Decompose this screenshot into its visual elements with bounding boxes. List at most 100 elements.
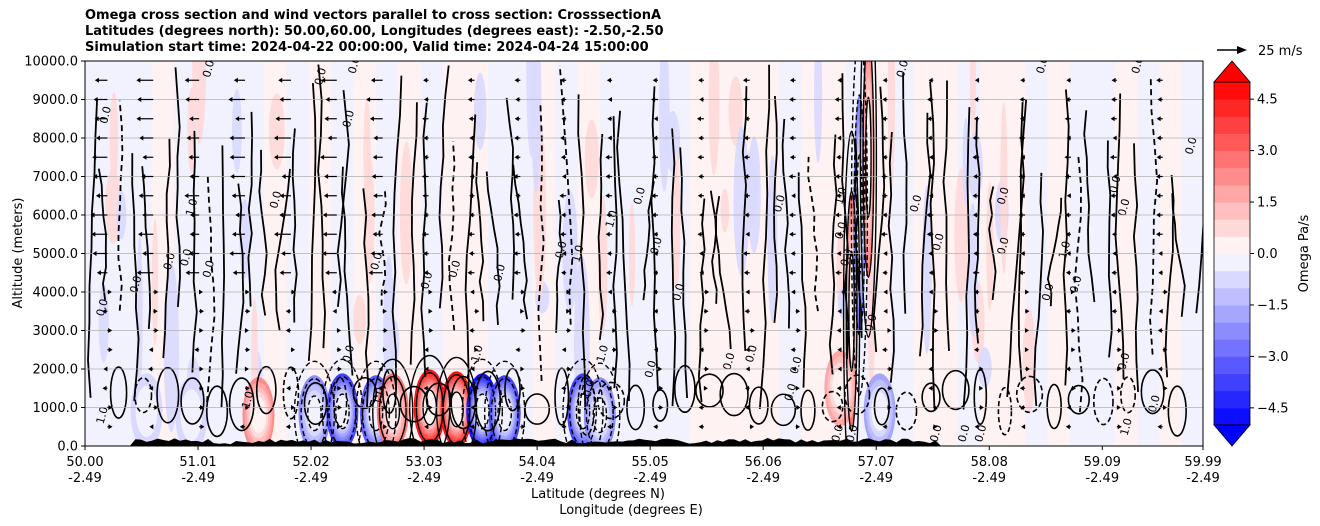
x-tick-label-lon: -2.49 bbox=[633, 471, 667, 486]
wind-vector-head bbox=[836, 251, 841, 256]
wind-vector-head bbox=[189, 212, 194, 218]
wind-vector-head bbox=[371, 212, 376, 218]
omega-feature-level bbox=[250, 396, 267, 434]
wind-vector-head bbox=[1020, 154, 1025, 160]
wind-vector-head bbox=[974, 77, 979, 83]
wind-vector-head bbox=[189, 231, 194, 237]
wind-vector-head bbox=[1112, 231, 1117, 237]
wind-vector-head bbox=[279, 212, 284, 218]
contour-label: 0.0 bbox=[743, 344, 760, 364]
colorbar-tick-label: 4.5 bbox=[1257, 93, 1278, 108]
grid-lines bbox=[85, 99, 1203, 408]
wind-vector-head bbox=[882, 77, 887, 83]
contour-label-group: 0.0 bbox=[995, 236, 1012, 256]
omega-streak bbox=[969, 61, 977, 139]
contour-loop bbox=[1167, 385, 1187, 437]
contour-line bbox=[942, 80, 950, 351]
wind-vector-head bbox=[1158, 270, 1163, 276]
wind-vector-head bbox=[428, 405, 433, 410]
wind-vector-head bbox=[929, 193, 934, 199]
wind-vector-head bbox=[337, 385, 342, 391]
contour-label: 0.0 bbox=[1034, 55, 1051, 75]
quiver-key-arrow-head bbox=[1237, 46, 1247, 54]
contour-ring bbox=[562, 358, 604, 446]
contour-label: 0.0 bbox=[955, 423, 972, 443]
wind-vector-head bbox=[324, 116, 329, 122]
contour-label-group: 0.0 bbox=[346, 61, 363, 75]
contour-label-group: 0.0 bbox=[200, 61, 217, 79]
contour-line bbox=[697, 198, 706, 403]
contour-line bbox=[1149, 76, 1159, 355]
wind-vector-head bbox=[372, 154, 377, 160]
chart-title-line-2: Latitudes (degrees north): 50.00,60.00, … bbox=[85, 24, 664, 39]
wind-vector-head bbox=[102, 385, 107, 391]
wind-vector-head bbox=[154, 405, 159, 410]
wind-vector-head bbox=[658, 366, 663, 372]
contour-label-group: 0.0 bbox=[1115, 351, 1132, 371]
contour-label-group: 0.0 bbox=[838, 247, 855, 267]
contour-label-group: 0.0 bbox=[720, 351, 737, 371]
wind-vector-head bbox=[796, 424, 801, 430]
wind-vector-head bbox=[136, 77, 141, 83]
omega-streak bbox=[887, 61, 896, 190]
wind-vector-head bbox=[514, 135, 519, 141]
wind-vector-head bbox=[653, 424, 658, 430]
wind-vector-head bbox=[653, 270, 658, 276]
wind-vector-head bbox=[612, 366, 617, 372]
wind-vector-head bbox=[790, 347, 795, 353]
x-tick-label-lat: 53.03 bbox=[405, 455, 442, 470]
wind-vector-head bbox=[974, 328, 979, 333]
omega-feature-level bbox=[871, 391, 888, 431]
wind-vector-head bbox=[883, 308, 888, 314]
wind-vector-head bbox=[934, 308, 939, 314]
contour-label: 0.0 bbox=[94, 297, 111, 317]
wind-vector-head bbox=[882, 212, 887, 218]
wind-vector-head bbox=[606, 212, 611, 218]
contour-label: 0.0 bbox=[782, 382, 799, 402]
contour-loop bbox=[719, 372, 749, 417]
wind-vector-head bbox=[428, 308, 433, 314]
omega-streak bbox=[728, 76, 743, 146]
contour-label: 0.0 bbox=[581, 378, 598, 398]
wind-vector-head bbox=[1024, 347, 1029, 353]
contour-line bbox=[597, 133, 604, 341]
wind-vector-head bbox=[883, 289, 888, 295]
wind-vector-head bbox=[703, 385, 708, 391]
colorbar-segment bbox=[1214, 373, 1250, 392]
contour-line bbox=[670, 128, 677, 407]
contour-line bbox=[362, 188, 370, 408]
wind-vector-head bbox=[1158, 308, 1163, 314]
x-tick-label-lat: 50.00 bbox=[66, 455, 103, 470]
wind-vector-head bbox=[605, 154, 610, 160]
wind-vector-head bbox=[148, 347, 153, 353]
x-tick-label-lat: 57.07 bbox=[858, 455, 895, 470]
wind-vector-head bbox=[973, 116, 978, 122]
wind-vector-head bbox=[194, 347, 199, 353]
contour-loop bbox=[554, 367, 570, 426]
contour-line bbox=[555, 199, 563, 333]
wind-vector-head bbox=[378, 385, 383, 391]
contour-ring bbox=[435, 356, 478, 446]
colorbar-tick-label: −3.0 bbox=[1257, 350, 1289, 365]
wind-vector-head bbox=[469, 251, 474, 256]
y-tick-label: 1000.0 bbox=[33, 401, 79, 416]
quiver-key-label: 25 m/s bbox=[1258, 44, 1303, 59]
wind-vector-head bbox=[246, 308, 251, 314]
wind-vector-head bbox=[470, 405, 475, 410]
contour-label: 0.0 bbox=[788, 355, 805, 375]
omega-streak bbox=[353, 294, 367, 344]
wind-vector-head bbox=[141, 174, 146, 179]
wind-vector-head bbox=[513, 174, 518, 179]
contour-label-group: 0.0 bbox=[955, 423, 972, 443]
contour-line bbox=[258, 149, 268, 316]
contour-loop bbox=[228, 377, 255, 432]
wind-vector-head bbox=[1156, 77, 1161, 83]
contour-line bbox=[797, 172, 807, 388]
colorbar-tick-label: −1.5 bbox=[1257, 298, 1289, 313]
contour-loop bbox=[205, 385, 229, 438]
contour-line bbox=[781, 118, 791, 329]
wind-vector-head bbox=[281, 174, 286, 179]
x-tick-label-lon: -2.49 bbox=[1186, 471, 1220, 486]
wind-vector-head bbox=[285, 424, 290, 430]
wind-vector-head bbox=[515, 97, 520, 102]
